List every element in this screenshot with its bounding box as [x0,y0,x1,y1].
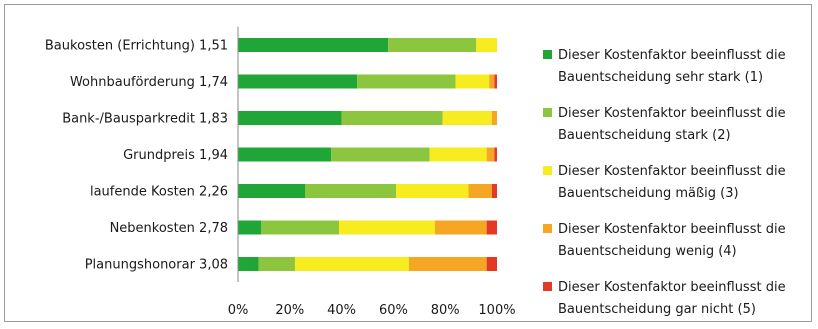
bar-segment [486,147,495,162]
bar-segment [238,220,262,235]
legend-label: Bauentscheidung gar nicht (5) [558,302,756,317]
bar-segment [486,257,497,271]
bar-segment [238,147,332,162]
bar-segment [258,257,295,271]
category-label: Bank-/Bausparkredit 1,83 [62,112,228,127]
category-label: Wohnbauförderung 1,74 [70,75,228,90]
x-tick-label: 80% [431,303,460,318]
legend-swatch [543,224,552,233]
bar-segment [261,220,340,235]
bar-segment [294,257,409,271]
bar-segment [408,257,487,271]
legend-label: Bauentscheidung mäßig (3) [558,186,739,201]
bar-segment [341,111,443,125]
bar-segment [357,74,456,89]
x-tick-label: 0% [228,303,249,318]
bar-segment [476,38,497,52]
legend-label: Dieser Kostenfaktor beeinflusst die [558,48,786,63]
bar-segment [238,111,342,125]
bar-segment [434,220,487,235]
category-label: Grundpreis 1,94 [123,148,228,163]
bar-segment [331,147,430,162]
x-tick-label: 100% [478,303,515,318]
bar-segment [442,111,492,125]
bar-segment [238,38,389,52]
category-label: laufende Kosten 2,26 [90,185,228,200]
legend-label: Dieser Kostenfaktor beeinflusst die [558,280,786,295]
bar-segment [388,38,477,52]
category-label: Baukosten (Errichtung) 1,51 [45,39,228,54]
bar-segment [305,184,396,198]
bar-segment [486,220,497,235]
legend-label: Bauentscheidung sehr stark (1) [558,70,763,85]
legend-swatch [543,50,552,59]
bar-segment [494,147,497,162]
legend-swatch [543,282,552,291]
legend-label: Dieser Kostenfaktor beeinflusst die [558,222,786,237]
bar-segment [395,184,469,198]
legend-swatch [543,108,552,117]
legend-swatch [543,166,552,175]
bar-segment [468,184,492,198]
bar-segment [238,184,306,198]
bar-segment [238,257,259,271]
bar-segment [455,74,490,89]
x-tick-label: 40% [327,303,356,318]
x-tick-label: 60% [379,303,408,318]
bar-segment [491,111,497,125]
legend-label: Bauentscheidung wenig (4) [558,244,737,259]
category-label: Nebenkosten 2,78 [110,221,228,236]
bar-segment [494,74,497,89]
x-tick-label: 20% [275,303,304,318]
legend-label: Dieser Kostenfaktor beeinflusst die [558,164,786,179]
bar-segment [339,220,435,235]
legend-label: Dieser Kostenfaktor beeinflusst die [558,106,786,121]
bar-segment [491,184,497,198]
category-label: Planungshonorar 3,08 [85,258,228,273]
bar-segment [489,74,495,89]
bar-segment [238,74,358,89]
bar-segment [429,147,487,162]
legend-label: Bauentscheidung stark (2) [558,128,731,143]
